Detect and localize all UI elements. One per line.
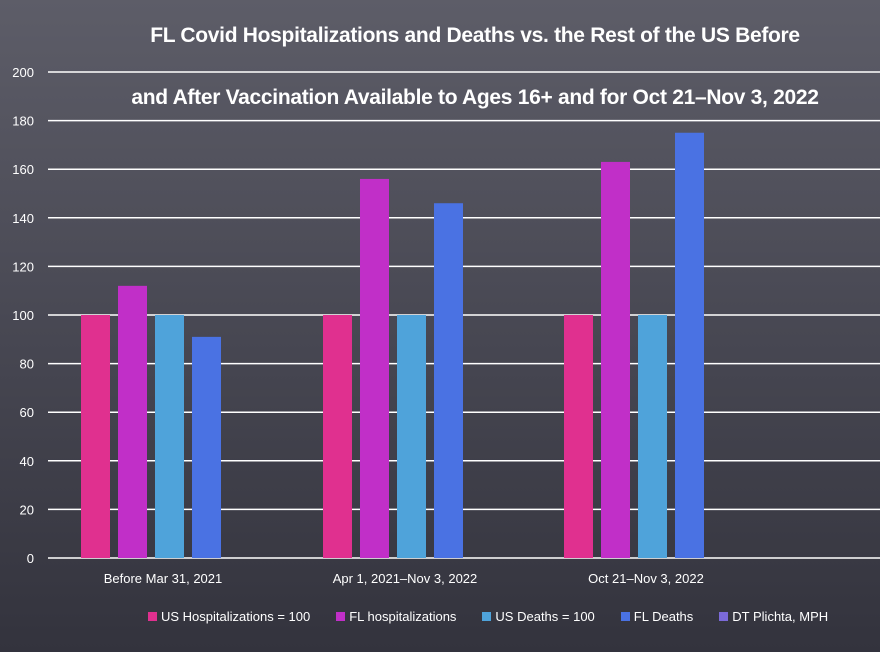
- bar-us-deaths-100-1: [397, 315, 426, 558]
- legend-item: US Deaths = 100: [482, 609, 595, 624]
- legend: US Hospitalizations = 100 FL hospitalizat…: [148, 609, 854, 624]
- y-tick-label: 40: [20, 454, 34, 469]
- legend-label: US Deaths = 100: [495, 609, 595, 624]
- bar-fl-hospitalizations-2: [601, 161, 630, 558]
- y-axis-ticks: 0 20 40 60 80 100 120 140 160 180 200: [12, 65, 34, 566]
- chart-title-line-2: and After Vaccination Available to Ages …: [131, 86, 819, 109]
- chart-title-line-1: FL Covid Hospitalizations and Deaths vs.…: [150, 24, 800, 47]
- y-tick-label: 200: [12, 65, 34, 80]
- x-tick-label: Apr 1, 2021–Nov 3, 2022: [333, 571, 478, 586]
- bar-us-deaths-100-2: [638, 315, 667, 558]
- legend-swatch: [148, 612, 157, 621]
- legend-label: DT Plichta, MPH: [732, 609, 829, 624]
- y-tick-label: 0: [27, 551, 34, 566]
- gridlines: [48, 71, 880, 559]
- legend-item: DT Plichta, MPH: [719, 609, 828, 624]
- y-tick-label: 180: [12, 114, 34, 129]
- legend-swatch: [719, 612, 729, 621]
- y-tick-label: 20: [20, 502, 34, 517]
- x-tick-label: Before Mar 31, 2021: [104, 571, 223, 586]
- bar-fl-deaths-2: [675, 132, 704, 558]
- y-tick-label: 140: [12, 211, 34, 226]
- bar-fl-hospitalizations-1: [360, 178, 389, 559]
- bar-fl-deaths-1: [434, 203, 463, 558]
- bar-fl-deaths-0: [192, 336, 221, 558]
- bars: [81, 132, 704, 559]
- y-tick-label: 80: [20, 357, 34, 372]
- legend-item: FL Deaths: [620, 609, 694, 624]
- legend-swatch: [336, 612, 346, 621]
- y-tick-label: 60: [20, 405, 34, 420]
- legend-item: FL hospitalizations: [336, 609, 456, 624]
- y-tick-label: 160: [12, 162, 34, 177]
- legend-swatch: [620, 612, 630, 621]
- y-tick-label: 120: [12, 259, 34, 274]
- bar-us-hospitalizations-100-0: [81, 315, 110, 558]
- bar-fl-hospitalizations-0: [118, 285, 147, 558]
- legend-swatch: [482, 612, 492, 621]
- bar-us-hospitalizations-100-1: [323, 315, 352, 558]
- bar-us-deaths-100-0: [155, 315, 184, 558]
- legend-label: FL hospitalizations: [349, 609, 457, 624]
- legend-item: US Hospitalizations = 100: [148, 609, 310, 624]
- x-axis-ticks: Before Mar 31, 2021 Apr 1, 2021–Nov 3, 20…: [104, 571, 704, 586]
- x-tick-label: Oct 21–Nov 3, 2022: [588, 571, 704, 586]
- legend-label: US Hospitalizations = 100: [161, 609, 311, 624]
- legend-label: FL Deaths: [633, 609, 694, 624]
- bar-us-hospitalizations-100-2: [564, 315, 593, 558]
- y-tick-label: 100: [12, 308, 34, 323]
